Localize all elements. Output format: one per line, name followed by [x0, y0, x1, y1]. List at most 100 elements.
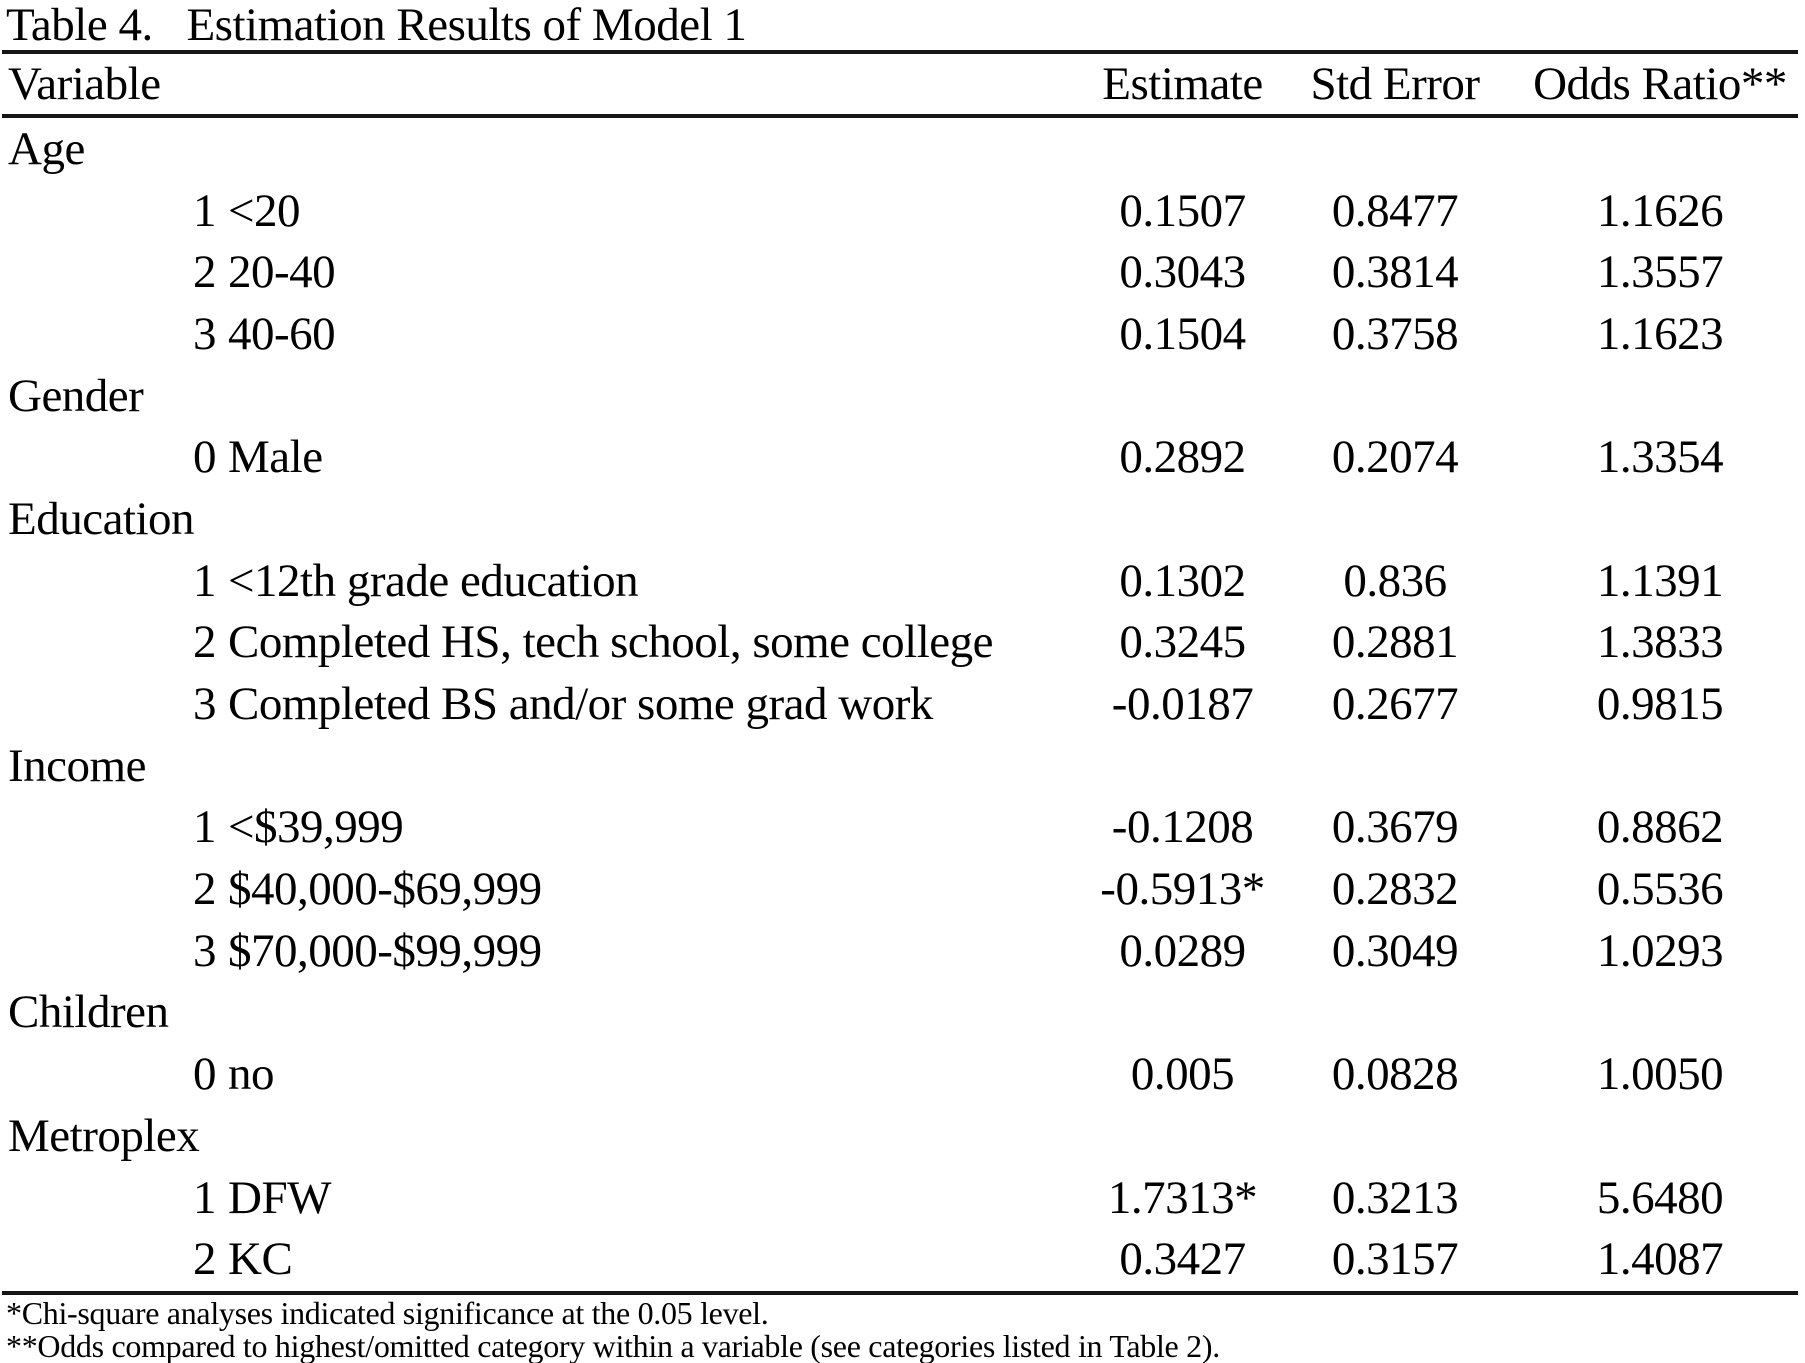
- category-code: 1: [193, 801, 217, 854]
- category-label: <12th grade education: [228, 554, 639, 607]
- odds-ratio-value: 0.9815: [1596, 678, 1724, 731]
- column-header-std-error: Std Error: [1310, 58, 1480, 110]
- category-code: 1: [193, 1171, 217, 1224]
- category-label: Completed HS, tech school, some college: [228, 616, 993, 669]
- estimate-value: -0.1208: [1111, 801, 1254, 854]
- odds-ratio-value: 1.3557: [1596, 246, 1724, 299]
- table-row: 3 $70,000-$99,999 0.0289 0.3049 1.0293: [0, 920, 1805, 982]
- table-body: Age 1 <20 0.1507 0.8477 1.1626 2 20-40 0.3…: [0, 118, 1805, 1290]
- category-code: 2: [193, 863, 217, 916]
- estimate-value: 0.3043: [1119, 246, 1246, 299]
- std-error-value: 0.2881: [1331, 616, 1459, 669]
- category-code: 1: [193, 184, 217, 237]
- estimate-value: 0.2892: [1119, 431, 1246, 484]
- std-error-value: 0.3049: [1331, 924, 1459, 977]
- category-code: 3: [193, 678, 217, 731]
- table-row: 0 no 0.005 0.0828 1.0050: [0, 1043, 1805, 1105]
- std-error-value: 0.2677: [1331, 678, 1459, 731]
- odds-ratio-value: 1.0050: [1596, 1048, 1724, 1101]
- odds-ratio-value: 1.1626: [1596, 184, 1724, 237]
- estimate-value: 1.7313*: [1107, 1171, 1258, 1224]
- category-label: <$39,999: [228, 801, 404, 854]
- std-error-value: 0.0828: [1331, 1048, 1459, 1101]
- odds-ratio-value: 1.3833: [1596, 616, 1724, 669]
- table-row: 0 Male 0.2892 0.2074 1.3354: [0, 426, 1805, 488]
- category-code: 2: [193, 246, 217, 299]
- std-error-value: 0.8477: [1331, 184, 1459, 237]
- section-label: Children: [8, 986, 169, 1039]
- table-header-row: Variable Estimate Std Error Odds Ratio**: [0, 54, 1805, 114]
- std-error-value: 0.3157: [1331, 1233, 1459, 1286]
- column-header-variable: Variable: [8, 58, 161, 110]
- table-row: 2 KC 0.3427 0.3157 1.4087: [0, 1228, 1805, 1290]
- category-code: 0: [193, 431, 217, 484]
- std-error-value: 0.3758: [1331, 307, 1459, 360]
- category-label: no: [228, 1048, 275, 1101]
- category-code: 3: [193, 924, 217, 977]
- section-row: Metroplex: [0, 1105, 1805, 1167]
- category-code: 2: [193, 616, 217, 669]
- odds-ratio-value: 1.3354: [1596, 431, 1724, 484]
- odds-ratio-value: 1.4087: [1596, 1233, 1724, 1286]
- std-error-value: 0.3679: [1331, 801, 1459, 854]
- category-label: Completed BS and/or some grad work: [228, 678, 933, 731]
- estimate-value: 0.3427: [1119, 1233, 1246, 1286]
- category-label: 40-60: [228, 307, 336, 360]
- odds-ratio-value: 1.0293: [1596, 924, 1724, 977]
- table-row: 3 40-60 0.1504 0.3758 1.1623: [0, 303, 1805, 365]
- category-label: KC: [228, 1233, 293, 1286]
- column-header-estimate: Estimate: [1102, 58, 1263, 110]
- section-label: Income: [8, 739, 146, 792]
- estimate-value: -0.0187: [1111, 678, 1254, 731]
- footnote-odds: **Odds compared to highest/omitted categ…: [6, 1328, 1220, 1363]
- category-label: DFW: [228, 1171, 331, 1224]
- table-title: Table 4. Estimation Results of Model 1: [6, 0, 747, 51]
- odds-ratio-value: 5.6480: [1596, 1171, 1724, 1224]
- estimate-value: 0.1302: [1119, 554, 1246, 607]
- footnotes: *Chi-square analyses indicated significa…: [6, 1297, 1220, 1363]
- std-error-value: 0.3814: [1331, 246, 1459, 299]
- category-code: 0: [193, 1048, 217, 1101]
- table-row: 3 Completed BS and/or some grad work -0.0…: [0, 673, 1805, 735]
- odds-ratio-value: 1.1623: [1596, 307, 1724, 360]
- section-label: Education: [8, 492, 195, 545]
- rule-below-header: [2, 114, 1798, 118]
- std-error-value: 0.2074: [1331, 431, 1459, 484]
- section-label: Metroplex: [8, 1109, 200, 1162]
- odds-ratio-value: 0.5536: [1596, 863, 1724, 916]
- odds-ratio-value: 1.1391: [1596, 554, 1724, 607]
- section-label: Gender: [8, 369, 144, 422]
- std-error-value: 0.2832: [1331, 863, 1459, 916]
- category-label: Male: [228, 431, 323, 484]
- table-row: 1 <12th grade education 0.1302 0.836 1.13…: [0, 550, 1805, 612]
- section-row: Children: [0, 982, 1805, 1044]
- section-row: Gender: [0, 365, 1805, 427]
- section-row: Income: [0, 735, 1805, 797]
- section-row: Age: [0, 118, 1805, 180]
- category-label: $70,000-$99,999: [228, 924, 542, 977]
- rule-below-title: [2, 50, 1798, 54]
- table-row: 2 Completed HS, tech school, some college…: [0, 612, 1805, 674]
- table-row: 2 $40,000-$69,999 -0.5913* 0.2832 0.5536: [0, 858, 1805, 920]
- footnote-significance: *Chi-square analyses indicated significa…: [6, 1295, 769, 1331]
- table-row: 1 <20 0.1507 0.8477 1.1626: [0, 180, 1805, 242]
- table-row: 1 DFW 1.7313* 0.3213 5.6480: [0, 1167, 1805, 1229]
- category-code: 2: [193, 1233, 217, 1286]
- section-row: Education: [0, 488, 1805, 550]
- category-label: <20: [228, 184, 301, 237]
- estimate-value: 0.0289: [1119, 924, 1246, 977]
- estimate-value: 0.3245: [1119, 616, 1246, 669]
- category-label: $40,000-$69,999: [228, 863, 542, 916]
- estimate-value: 0.005: [1130, 1048, 1235, 1101]
- category-code: 1: [193, 554, 217, 607]
- estimate-value: 0.1504: [1119, 307, 1246, 360]
- table-row: 1 <$39,999 -0.1208 0.3679 0.8862: [0, 797, 1805, 859]
- table-row: 2 20-40 0.3043 0.3814 1.3557: [0, 241, 1805, 303]
- estimate-value: -0.5913*: [1100, 863, 1265, 916]
- std-error-value: 0.836: [1343, 554, 1447, 607]
- column-header-odds-ratio: Odds Ratio**: [1533, 58, 1787, 110]
- category-label: 20-40: [228, 246, 336, 299]
- odds-ratio-value: 0.8862: [1596, 801, 1724, 854]
- estimate-value: 0.1507: [1119, 184, 1246, 237]
